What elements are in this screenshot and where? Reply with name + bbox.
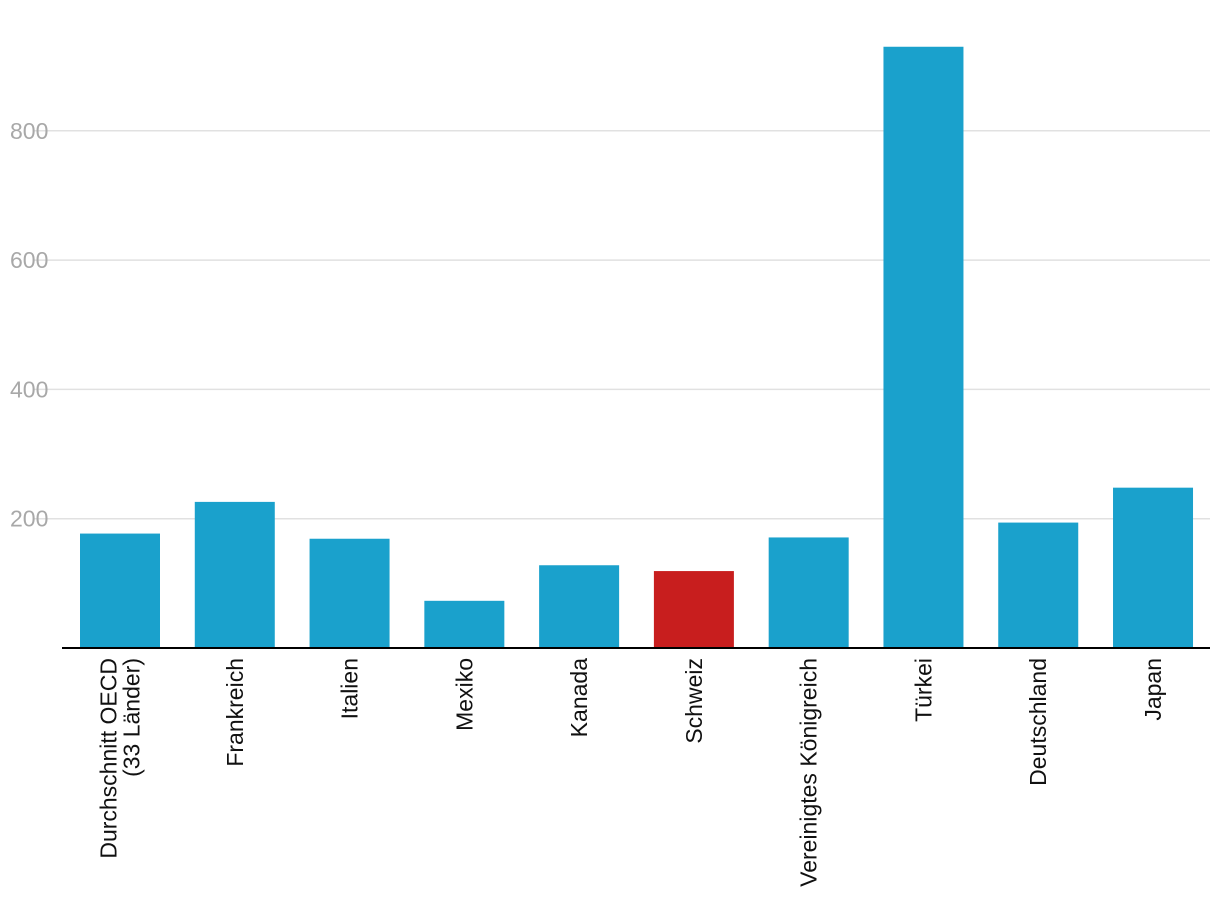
x-tick-label: Türkei bbox=[910, 658, 936, 722]
bar bbox=[539, 565, 620, 648]
gridlines: 200 400 600 800 bbox=[10, 118, 1210, 532]
x-tick-label: Vereinigtes Königreich bbox=[796, 658, 822, 887]
x-tick-label: Durchschnitt OECD(33 Länder) bbox=[96, 658, 145, 859]
bar bbox=[768, 537, 849, 648]
x-tick-label: Deutschland bbox=[1025, 658, 1051, 786]
bars bbox=[80, 46, 1194, 648]
y-tick-label: 400 bbox=[10, 376, 48, 402]
x-tick-label: Frankreich bbox=[222, 658, 248, 767]
bar bbox=[80, 533, 160, 648]
x-tick-label: Italien bbox=[337, 658, 363, 719]
category-labels: Durchschnitt OECD(33 Länder) Frankreich It… bbox=[96, 658, 1167, 887]
bar bbox=[653, 571, 734, 648]
y-tick-label: 800 bbox=[10, 118, 48, 144]
bar bbox=[998, 522, 1079, 648]
bar bbox=[194, 501, 275, 648]
bar bbox=[1113, 487, 1194, 648]
y-tick-label: 200 bbox=[10, 506, 48, 532]
x-tick-label: Schweiz bbox=[681, 658, 707, 744]
x-tick-label: Japan bbox=[1140, 658, 1166, 721]
bar bbox=[883, 46, 964, 648]
x-tick-label: Mexiko bbox=[451, 658, 477, 731]
bar bbox=[309, 538, 390, 648]
x-tick-label: Kanada bbox=[566, 658, 592, 738]
bar bbox=[424, 600, 505, 648]
y-tick-label: 600 bbox=[10, 247, 48, 273]
